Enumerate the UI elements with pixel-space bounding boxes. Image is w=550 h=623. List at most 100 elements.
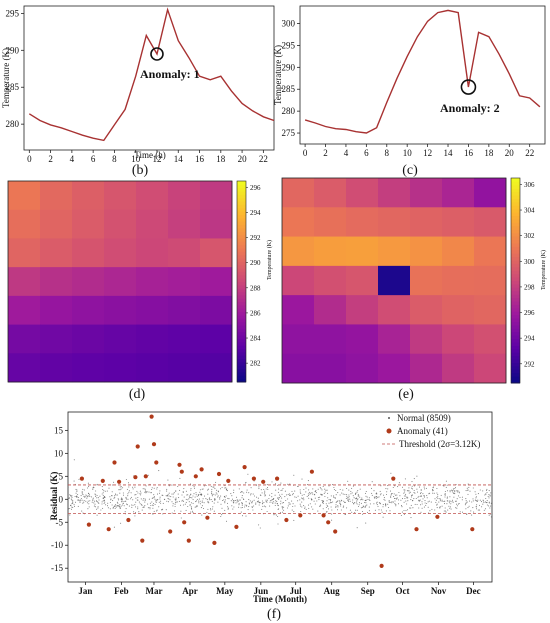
normal-point (266, 499, 268, 501)
normal-point (344, 513, 346, 516)
normal-point (136, 490, 138, 492)
normal-point (357, 505, 360, 508)
normal-point (423, 496, 426, 498)
normal-point (238, 506, 240, 508)
normal-point (419, 499, 421, 501)
normal-point (171, 484, 173, 486)
heatmap-cell (410, 353, 443, 384)
normal-point (153, 497, 155, 499)
normal-point (441, 499, 443, 501)
normal-point (236, 501, 238, 503)
normal-point (322, 508, 324, 510)
normal-point (214, 498, 216, 500)
normal-point (166, 490, 168, 492)
normal-point (468, 500, 471, 502)
normal-point (128, 490, 130, 492)
normal-point (125, 496, 127, 498)
normal-point (113, 526, 115, 528)
colorbar-step (237, 298, 246, 303)
normal-point (152, 497, 154, 499)
normal-point (291, 500, 293, 502)
normal-point (157, 499, 159, 501)
normal-point (351, 487, 353, 489)
normal-point (162, 508, 164, 510)
normal-point (83, 489, 85, 491)
normal-point (278, 508, 280, 510)
normal-point (444, 494, 446, 496)
normal-point (92, 487, 94, 489)
normal-point (443, 510, 445, 512)
normal-point (324, 491, 326, 493)
normal-point (96, 497, 98, 499)
normal-point (370, 487, 373, 489)
normal-point (426, 495, 428, 497)
normal-point (125, 500, 127, 502)
normal-point (190, 496, 192, 499)
normal-point (439, 506, 441, 508)
normal-point (307, 484, 309, 486)
normal-point (228, 498, 230, 500)
normal-point (253, 505, 255, 507)
normal-point (231, 498, 234, 500)
normal-point (478, 504, 481, 506)
normal-point (352, 495, 354, 497)
colorbar-step (237, 291, 246, 296)
normal-point (471, 514, 473, 516)
normal-point (132, 488, 134, 490)
normal-point (74, 495, 76, 498)
normal-point (241, 504, 243, 506)
normal-point (209, 508, 212, 510)
anomaly-point (234, 524, 239, 530)
normal-point (483, 502, 485, 504)
normal-point (156, 500, 158, 502)
heatmap-cell (378, 236, 411, 267)
panel-b-xlabel: Time (h) (134, 150, 165, 160)
normal-point (364, 492, 367, 494)
normal-point (246, 491, 248, 493)
normal-point (283, 506, 285, 508)
normal-point (211, 500, 213, 502)
normal-point (416, 503, 418, 506)
y-tick-label: -10 (51, 540, 63, 550)
x-tick-label: Jul (290, 586, 303, 596)
normal-point (241, 503, 243, 505)
normal-point (376, 504, 378, 506)
normal-point (135, 497, 137, 499)
normal-point (477, 509, 479, 511)
normal-point (122, 501, 124, 503)
normal-point (384, 499, 386, 501)
normal-point (408, 490, 410, 492)
y-tick-label: 5 (59, 471, 64, 481)
normal-point (405, 510, 407, 512)
normal-point (80, 495, 82, 497)
normal-point (427, 501, 429, 503)
normal-point (301, 497, 303, 499)
normal-point (451, 491, 453, 493)
normal-point (171, 493, 173, 495)
heatmap-cell (410, 236, 443, 267)
normal-point (243, 492, 245, 494)
normal-point (208, 502, 210, 504)
normal-point (410, 507, 412, 509)
colorbar-step (237, 335, 246, 339)
normal-point (488, 497, 490, 499)
normal-point (295, 496, 297, 498)
normal-point (185, 509, 187, 511)
normal-point (101, 486, 103, 488)
anomaly-point (284, 517, 289, 523)
normal-point (371, 481, 373, 483)
colorbar-step (511, 318, 520, 322)
normal-point (265, 501, 267, 503)
normal-point (467, 507, 469, 509)
colorbar-step (237, 325, 246, 329)
normal-point (278, 488, 280, 490)
normal-point (275, 500, 277, 502)
normal-point (122, 504, 124, 506)
normal-point (250, 494, 252, 496)
normal-point (148, 491, 150, 493)
normal-point (155, 500, 157, 502)
normal-point (400, 499, 402, 501)
normal-point (340, 503, 342, 505)
normal-point (78, 499, 80, 501)
normal-point (213, 486, 215, 488)
